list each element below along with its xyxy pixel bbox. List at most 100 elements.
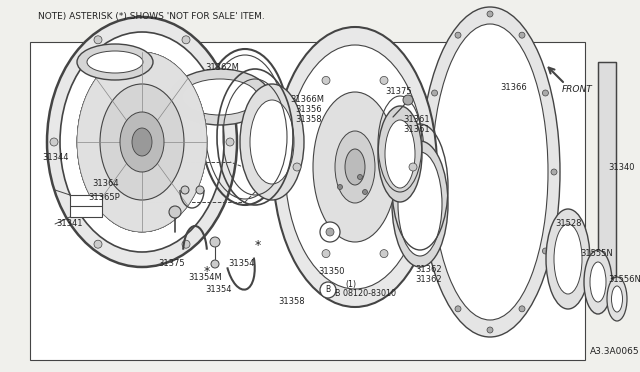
Circle shape [431,90,438,96]
Bar [30,42,585,360]
Ellipse shape [420,7,560,337]
Circle shape [551,169,557,175]
Ellipse shape [385,120,415,188]
Text: 31361: 31361 [403,125,429,134]
Circle shape [50,138,58,146]
Ellipse shape [100,84,184,200]
Circle shape [322,250,330,257]
Ellipse shape [554,224,582,294]
Ellipse shape [611,286,623,312]
Ellipse shape [77,52,207,232]
Circle shape [94,36,102,44]
Text: 31528: 31528 [555,219,582,228]
Circle shape [181,186,189,194]
Text: 31364: 31364 [92,180,118,189]
Circle shape [487,11,493,17]
Circle shape [196,186,204,194]
Circle shape [182,36,190,44]
Ellipse shape [378,106,422,202]
Bar [598,62,616,277]
Text: 31361: 31361 [403,115,429,124]
Circle shape [543,248,548,254]
Ellipse shape [345,149,365,185]
Text: 31375: 31375 [385,87,412,96]
Ellipse shape [392,141,448,267]
Ellipse shape [584,250,612,314]
Ellipse shape [77,52,207,232]
Text: 31344: 31344 [42,153,68,161]
Circle shape [362,189,367,195]
Ellipse shape [335,131,375,203]
Text: 31356: 31356 [295,105,322,113]
Ellipse shape [285,45,425,289]
Circle shape [455,32,461,38]
Text: 31555N: 31555N [580,250,612,259]
Circle shape [431,248,438,254]
Text: 31366: 31366 [500,83,527,92]
Text: A3.3A0065: A3.3A0065 [590,347,639,356]
Ellipse shape [132,128,152,156]
Ellipse shape [250,100,294,184]
Text: *: * [255,238,261,251]
Ellipse shape [182,79,258,115]
Circle shape [519,32,525,38]
Text: 31365P: 31365P [88,192,120,202]
Text: 31340: 31340 [608,163,634,171]
Ellipse shape [77,52,207,232]
Ellipse shape [313,92,397,242]
Ellipse shape [546,209,590,309]
Text: 31354: 31354 [228,260,255,269]
Text: (1): (1) [345,279,356,289]
Text: 31341: 31341 [56,219,83,228]
Text: FRONT: FRONT [562,86,593,94]
Circle shape [380,250,388,257]
Text: 31375: 31375 [158,260,184,269]
Circle shape [320,222,340,242]
Ellipse shape [240,84,304,200]
Circle shape [226,138,234,146]
Ellipse shape [77,44,153,80]
Text: *: * [204,266,210,279]
Circle shape [380,76,388,84]
Ellipse shape [398,152,442,256]
Ellipse shape [60,32,224,252]
Circle shape [455,306,461,312]
Text: 31358: 31358 [295,115,322,124]
Circle shape [409,163,417,171]
Ellipse shape [77,52,207,232]
Ellipse shape [170,69,270,125]
Text: 31366M: 31366M [290,94,324,103]
Bar [70,195,102,217]
Ellipse shape [432,24,548,320]
Circle shape [326,228,334,236]
Text: NOTE) ASTERISK (*) SHOWS 'NOT FOR SALE' ITEM.: NOTE) ASTERISK (*) SHOWS 'NOT FOR SALE' … [38,13,265,22]
Ellipse shape [273,27,437,307]
Circle shape [322,76,330,84]
Ellipse shape [607,277,627,321]
Circle shape [487,327,493,333]
Text: 31556N: 31556N [608,275,640,283]
Ellipse shape [590,262,606,302]
Text: B: B [325,285,331,295]
Circle shape [169,206,181,218]
Circle shape [94,240,102,248]
Text: 31358: 31358 [278,298,305,307]
Circle shape [210,237,220,247]
Circle shape [543,90,548,96]
Text: 31362: 31362 [415,276,442,285]
Ellipse shape [77,52,207,232]
Bar [598,62,616,277]
Text: 31354M: 31354M [188,273,221,282]
Circle shape [337,185,342,189]
Ellipse shape [120,112,164,172]
Text: B 08120-83010: B 08120-83010 [335,289,396,298]
Text: 31350: 31350 [318,267,344,276]
Circle shape [423,169,429,175]
Circle shape [182,240,190,248]
Ellipse shape [87,51,143,73]
Circle shape [320,282,336,298]
Ellipse shape [77,52,207,232]
Circle shape [358,174,362,180]
Circle shape [403,95,413,105]
Text: 31362M: 31362M [205,62,239,71]
